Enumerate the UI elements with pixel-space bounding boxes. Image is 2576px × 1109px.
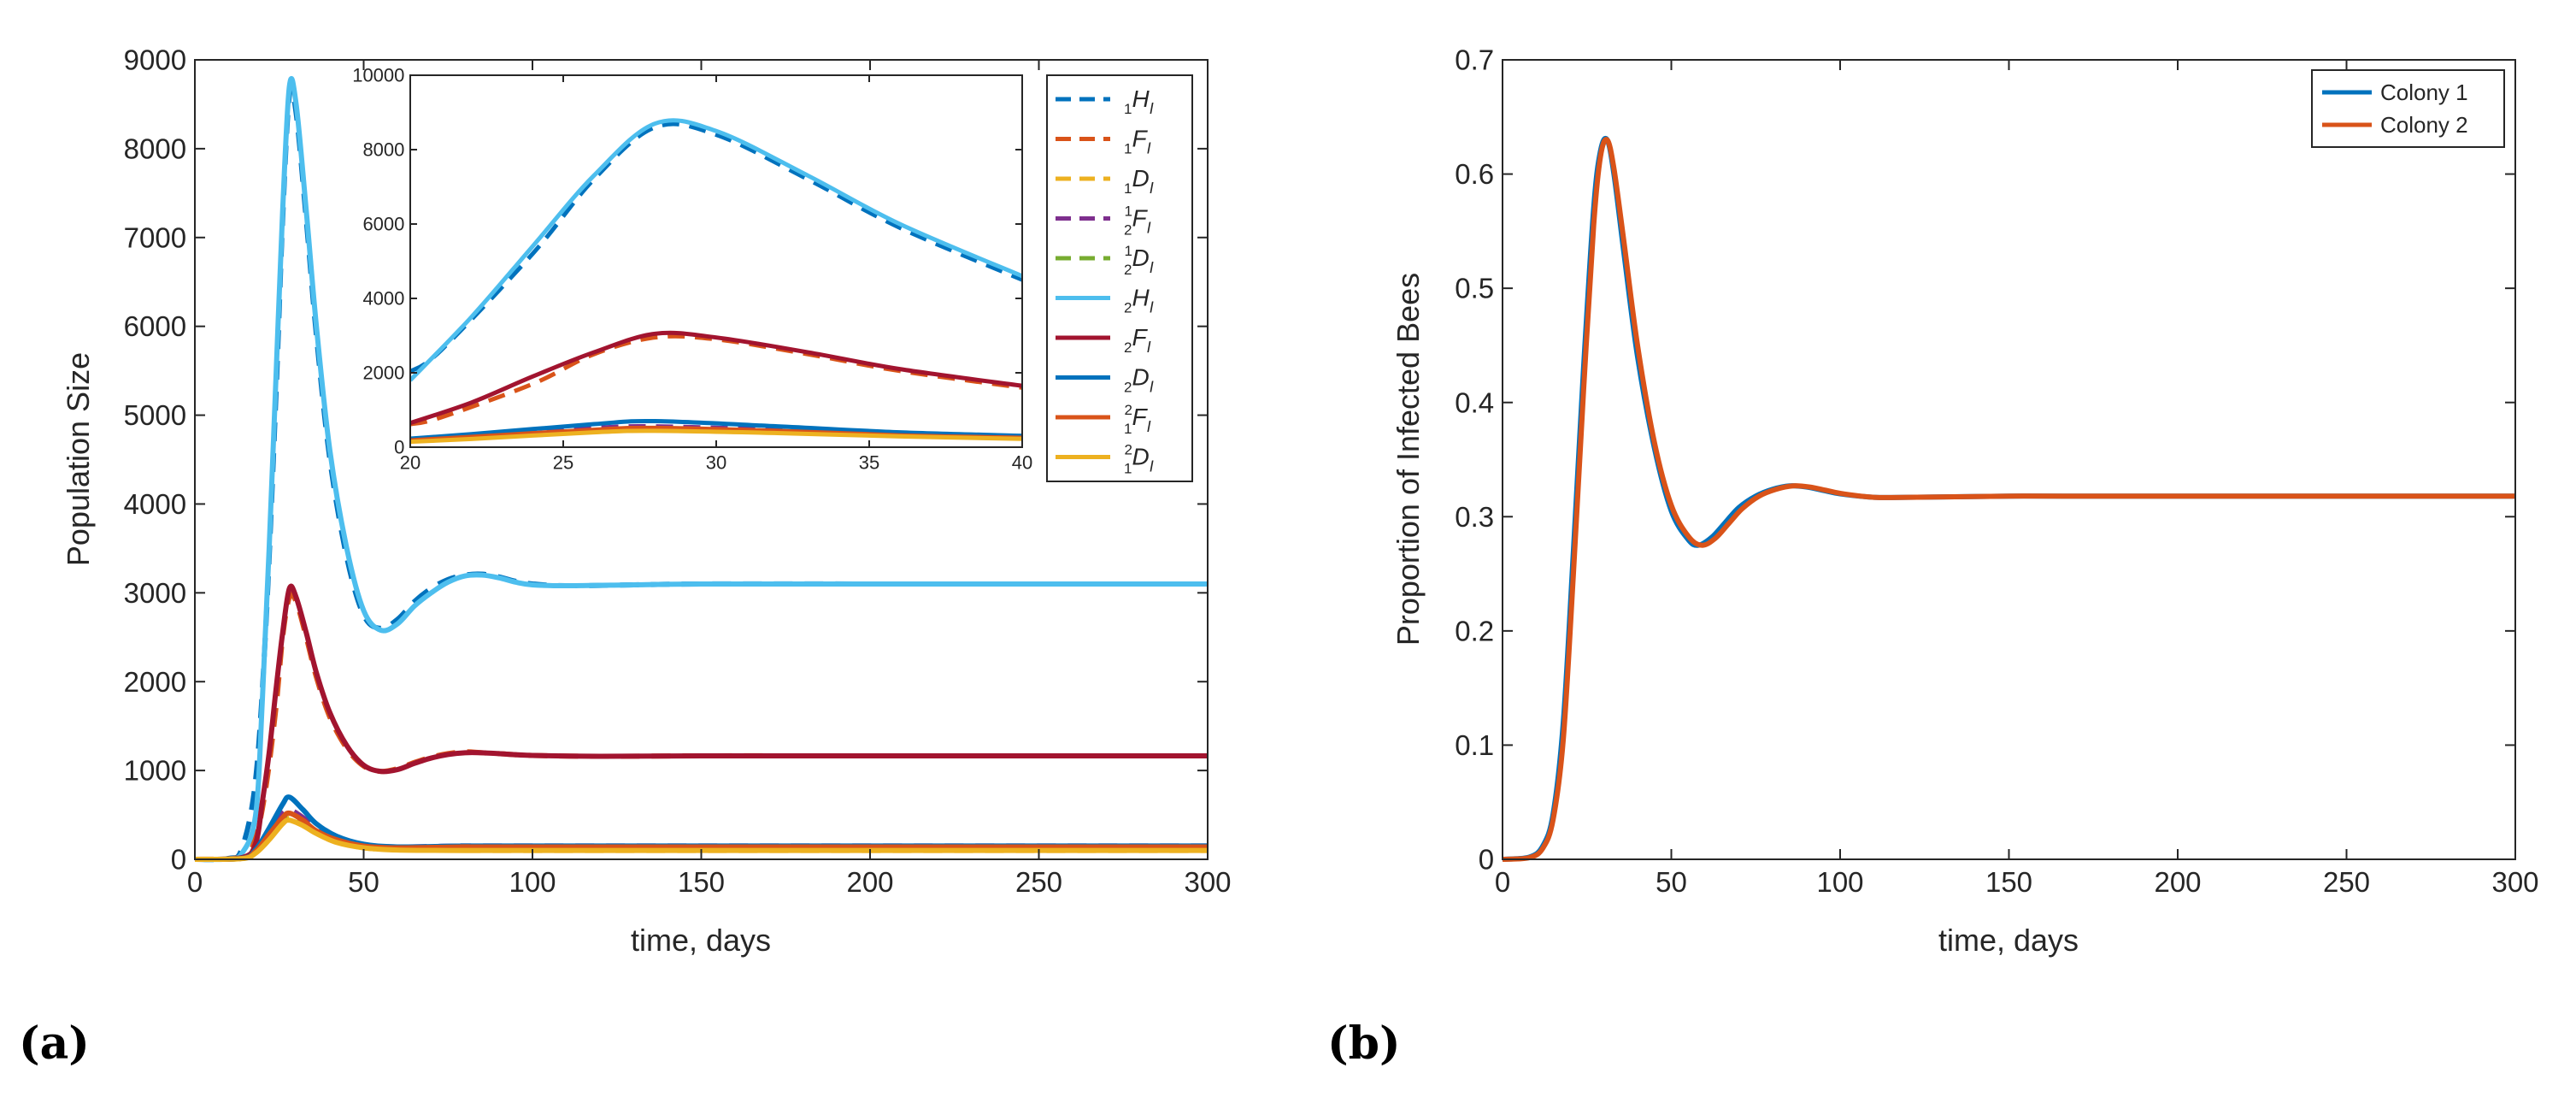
panel-b-series [1502, 135, 2515, 862]
panel-a-y-tick-label: 3000 [124, 577, 186, 609]
legend-a-entry: 2 1DI [1124, 442, 1154, 477]
inset-series-line [410, 418, 1022, 441]
panel-a-x-ticks: 0 50 100 150 200 250 300 [187, 866, 1232, 898]
inset-series-line [410, 118, 1022, 382]
inset-y-tick-label: 4000 [362, 288, 404, 310]
panel-a-x-tick-label: 50 [348, 866, 379, 898]
panel-b-y-tick-label: 0.1 [1455, 729, 1494, 761]
legend-a-entry: 1HI [1124, 86, 1154, 117]
inset-series-line [410, 428, 1022, 445]
inset-x-tick-label: 30 [706, 451, 726, 473]
legend-a-entry: 1FI [1124, 126, 1151, 157]
panel-a-y-tick-label: 1000 [124, 755, 186, 787]
panel-a-y-ticks: 0 1000 2000 3000 4000 5000 6000 7000 8000 9000 [124, 44, 186, 876]
panel-a-x-tick-label: 0 [187, 866, 203, 898]
panel-b-y-tick-label: 0 [1479, 844, 1494, 876]
panel-b-y-tick-label: 0.3 [1455, 501, 1494, 533]
panel-b-y-tick-label: 0.2 [1455, 615, 1494, 646]
panel-b-series-line [1502, 137, 2515, 862]
panel-a-label: (a) [19, 1018, 90, 1070]
panel-a-y-tick-label: 2000 [124, 666, 186, 698]
panel-a-series-line [194, 76, 1208, 863]
panel-a-series [194, 76, 1208, 863]
panel-a-y-tick-label: 8000 [124, 133, 186, 164]
legend-b-entry: Colony 2 [2380, 112, 2468, 138]
inset-y-tick-label: 0 [394, 437, 404, 458]
inset-series-line [410, 121, 1022, 374]
inset-y-tick-label: 2000 [362, 363, 404, 384]
panel-b-x-tick-label: 200 [2154, 866, 2201, 898]
inset-series-line [410, 330, 1022, 426]
panel-a-inset: 20 25 30 35 40 0 2000 4000 6000 8000 10000 [352, 65, 1032, 474]
panel-b-axes [1502, 59, 2516, 860]
panel-b-x-tick-label: 300 [2491, 866, 2538, 898]
inset-x-tick-label: 20 [400, 451, 421, 473]
panel-a-x-label: time, days [631, 923, 771, 958]
legend-b-box [2311, 69, 2505, 148]
legend-a-entry: 2DI [1124, 364, 1154, 396]
panel-a-y-tick-label: 0 [171, 844, 186, 876]
legend-b-entry: Colony 1 [2380, 80, 2468, 105]
inset-y-tick-label: 6000 [362, 214, 404, 235]
panel-b-x-tick-label: 50 [1656, 866, 1687, 898]
legend-a-entry: 2HI [1124, 285, 1154, 316]
inset-x-tick-label: 35 [859, 451, 879, 473]
legend-a-entry: 2 1FI [1124, 402, 1151, 437]
panel-a-y-tick-label: 5000 [124, 399, 186, 431]
panel-b-legend: Colony 1 Colony 2 [2311, 69, 2505, 148]
panel-a-axes [194, 59, 1209, 860]
panel-a: 0 50 100 150 200 250 300 010002000300040005000… [19, 44, 1232, 1070]
panel-a-y-tick-label: 9000 [124, 44, 186, 76]
panel-b-x-ticks: 0 50 100 150 200 250 300 [1495, 866, 2539, 898]
panel-b-y-label: Proportion of Infected Bees [1391, 273, 1426, 646]
panel-b-y-tick-label: 0.5 [1455, 273, 1494, 304]
inset-x-tick-label: 40 [1012, 451, 1032, 473]
panel-a-legend: 1HI 1FI 1DI 1 2FI 1 2DI 2HI 2FI 2DI 2 1FI 2 1DI [1046, 74, 1193, 482]
panel-a-series-line [194, 583, 1208, 863]
inset-series [410, 118, 1022, 445]
inset-y-tick-label: 8000 [362, 139, 404, 161]
legend-a-entry: 2FI [1124, 324, 1151, 356]
panel-b-y-ticks: 0 0.1 0.2 0.3 0.4 0.5 0.6 0.7 [1455, 44, 1494, 876]
legend-a-entry: 1 2DI [1124, 243, 1154, 278]
panel-a-y-tick-label: 7000 [124, 221, 186, 253]
inset-x-ticks: 20 25 30 35 40 [400, 451, 1032, 473]
panel-a-x-tick-label: 250 [1015, 866, 1062, 898]
inset-y-tick-label: 10000 [352, 65, 404, 86]
panel-b-y-tick-label: 0.4 [1455, 386, 1494, 418]
legend-a-entry: 1 2FI [1124, 204, 1151, 239]
panel-a-x-tick-label: 300 [1184, 866, 1231, 898]
inset-y-ticks: 0 2000 4000 6000 8000 10000 [352, 65, 404, 458]
panel-a-x-tick-label: 200 [846, 866, 893, 898]
panel-a-x-tick-label: 150 [678, 866, 725, 898]
panel-a-y-tick-label: 4000 [124, 488, 186, 520]
panel-a-y-label: Population Size [61, 352, 96, 566]
plot-b-background [1503, 60, 2515, 859]
legend-a-entry: 1DI [1124, 165, 1154, 197]
panel-b-x-tick-label: 100 [1816, 866, 1863, 898]
panel-b-x-tick-label: 0 [1495, 866, 1510, 898]
panel-a-y-tick-label: 6000 [124, 310, 186, 342]
legend-a-box [1046, 74, 1193, 482]
panel-b-x-tick-label: 250 [2323, 866, 2370, 898]
panel-b-label: (b) [1327, 1018, 1401, 1070]
panel-b-y-tick-label: 0.6 [1455, 158, 1494, 190]
panel-b-x-label: time, days [1938, 923, 2079, 958]
panel-b-x-tick-label: 150 [1985, 866, 2032, 898]
panel-a-series-line [194, 817, 1208, 862]
panel-a-x-tick-label: 100 [509, 866, 556, 898]
inset-x-tick-label: 25 [553, 451, 573, 473]
panel-b: 0 50 100 150 200 250 300 0 0.1 0.2 0.3 0.4 0.5 0.6 0.… [1327, 44, 2539, 1070]
inset-axes [409, 74, 1023, 448]
panel-b-y-tick-label: 0.7 [1455, 44, 1494, 76]
